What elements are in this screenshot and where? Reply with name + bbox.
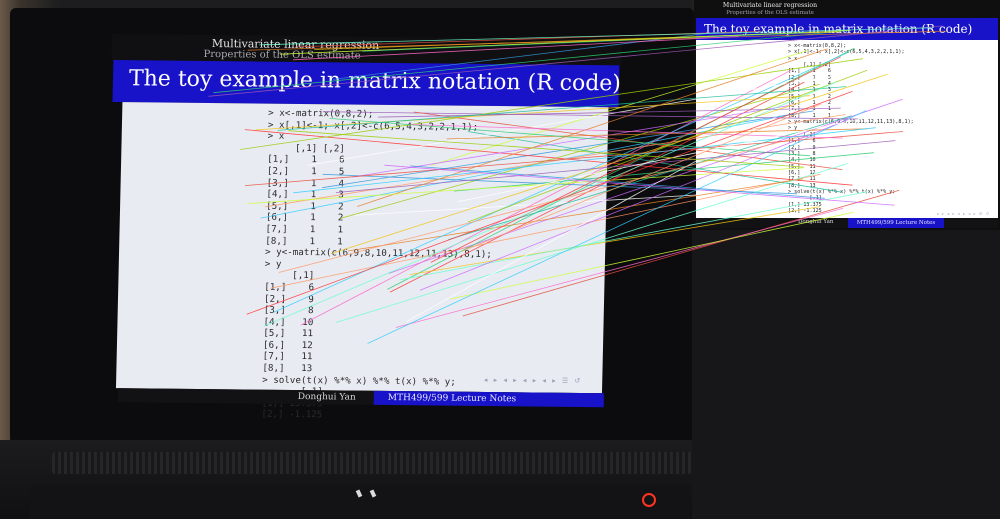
slide-title-bar: The toy example in matrix notation (R co… <box>112 60 622 108</box>
power-button-icon[interactable] <box>642 493 656 507</box>
reference-title: The toy example in matrix notation (R co… <box>704 22 973 36</box>
reference-nav-icons[interactable]: ◂ ▸ ◂ ▸ ◂ ▸ ◂ ▸ ☰ ↺ <box>936 211 990 216</box>
slide-footer-author: Donghui Yan <box>297 392 356 403</box>
reference-header-title: Multivariate linear regression <box>722 2 818 9</box>
reference-header: Multivariate linear regression Propertie… <box>694 0 846 18</box>
slide-footer-course: MTH499/599 Lecture Notes <box>373 390 604 408</box>
reference-title-bar: The toy example in matrix notation (R co… <box>696 18 998 40</box>
photographed-slide: Multivariate linear regression Propertie… <box>104 34 623 421</box>
slide-title: The toy example in matrix notation (R co… <box>128 66 622 97</box>
reference-code-block: > x<-matrix(0,8,2); > x[,1]<-1; x[,2]<-c… <box>788 43 914 214</box>
background-floor <box>692 230 1000 519</box>
reference-body: > x<-matrix(0,8,2); > x[,1]<-1; x[,2]<-c… <box>696 40 998 218</box>
slide-body: > x<-matrix(0,8,2); > x[,1]<-1; x[,2]<-c… <box>115 102 609 421</box>
reference-slide: Multivariate linear regression Propertie… <box>694 0 1000 230</box>
reference-header-subtitle: Properties of the OLS estimate <box>726 10 814 16</box>
slide-header-subtitle: Properties of the OLS estimate <box>203 48 361 62</box>
reference-footer-author: Donghui Yan <box>798 219 834 225</box>
beamer-nav-icons[interactable]: ◂ ▸ ◂ ▸ ◂ ▸ ◂ ▸ ☰ ↺ <box>483 375 583 386</box>
laptop-hinge <box>52 452 692 474</box>
reference-footer-course: MTH499/599 Lecture Notes <box>848 218 944 228</box>
reference-footer: Donghui Yan MTH499/599 Lecture Notes <box>696 218 998 228</box>
r-code-block: > x<-matrix(0,8,2); > x[,1]<-1; x[,2]<-c… <box>261 107 493 421</box>
